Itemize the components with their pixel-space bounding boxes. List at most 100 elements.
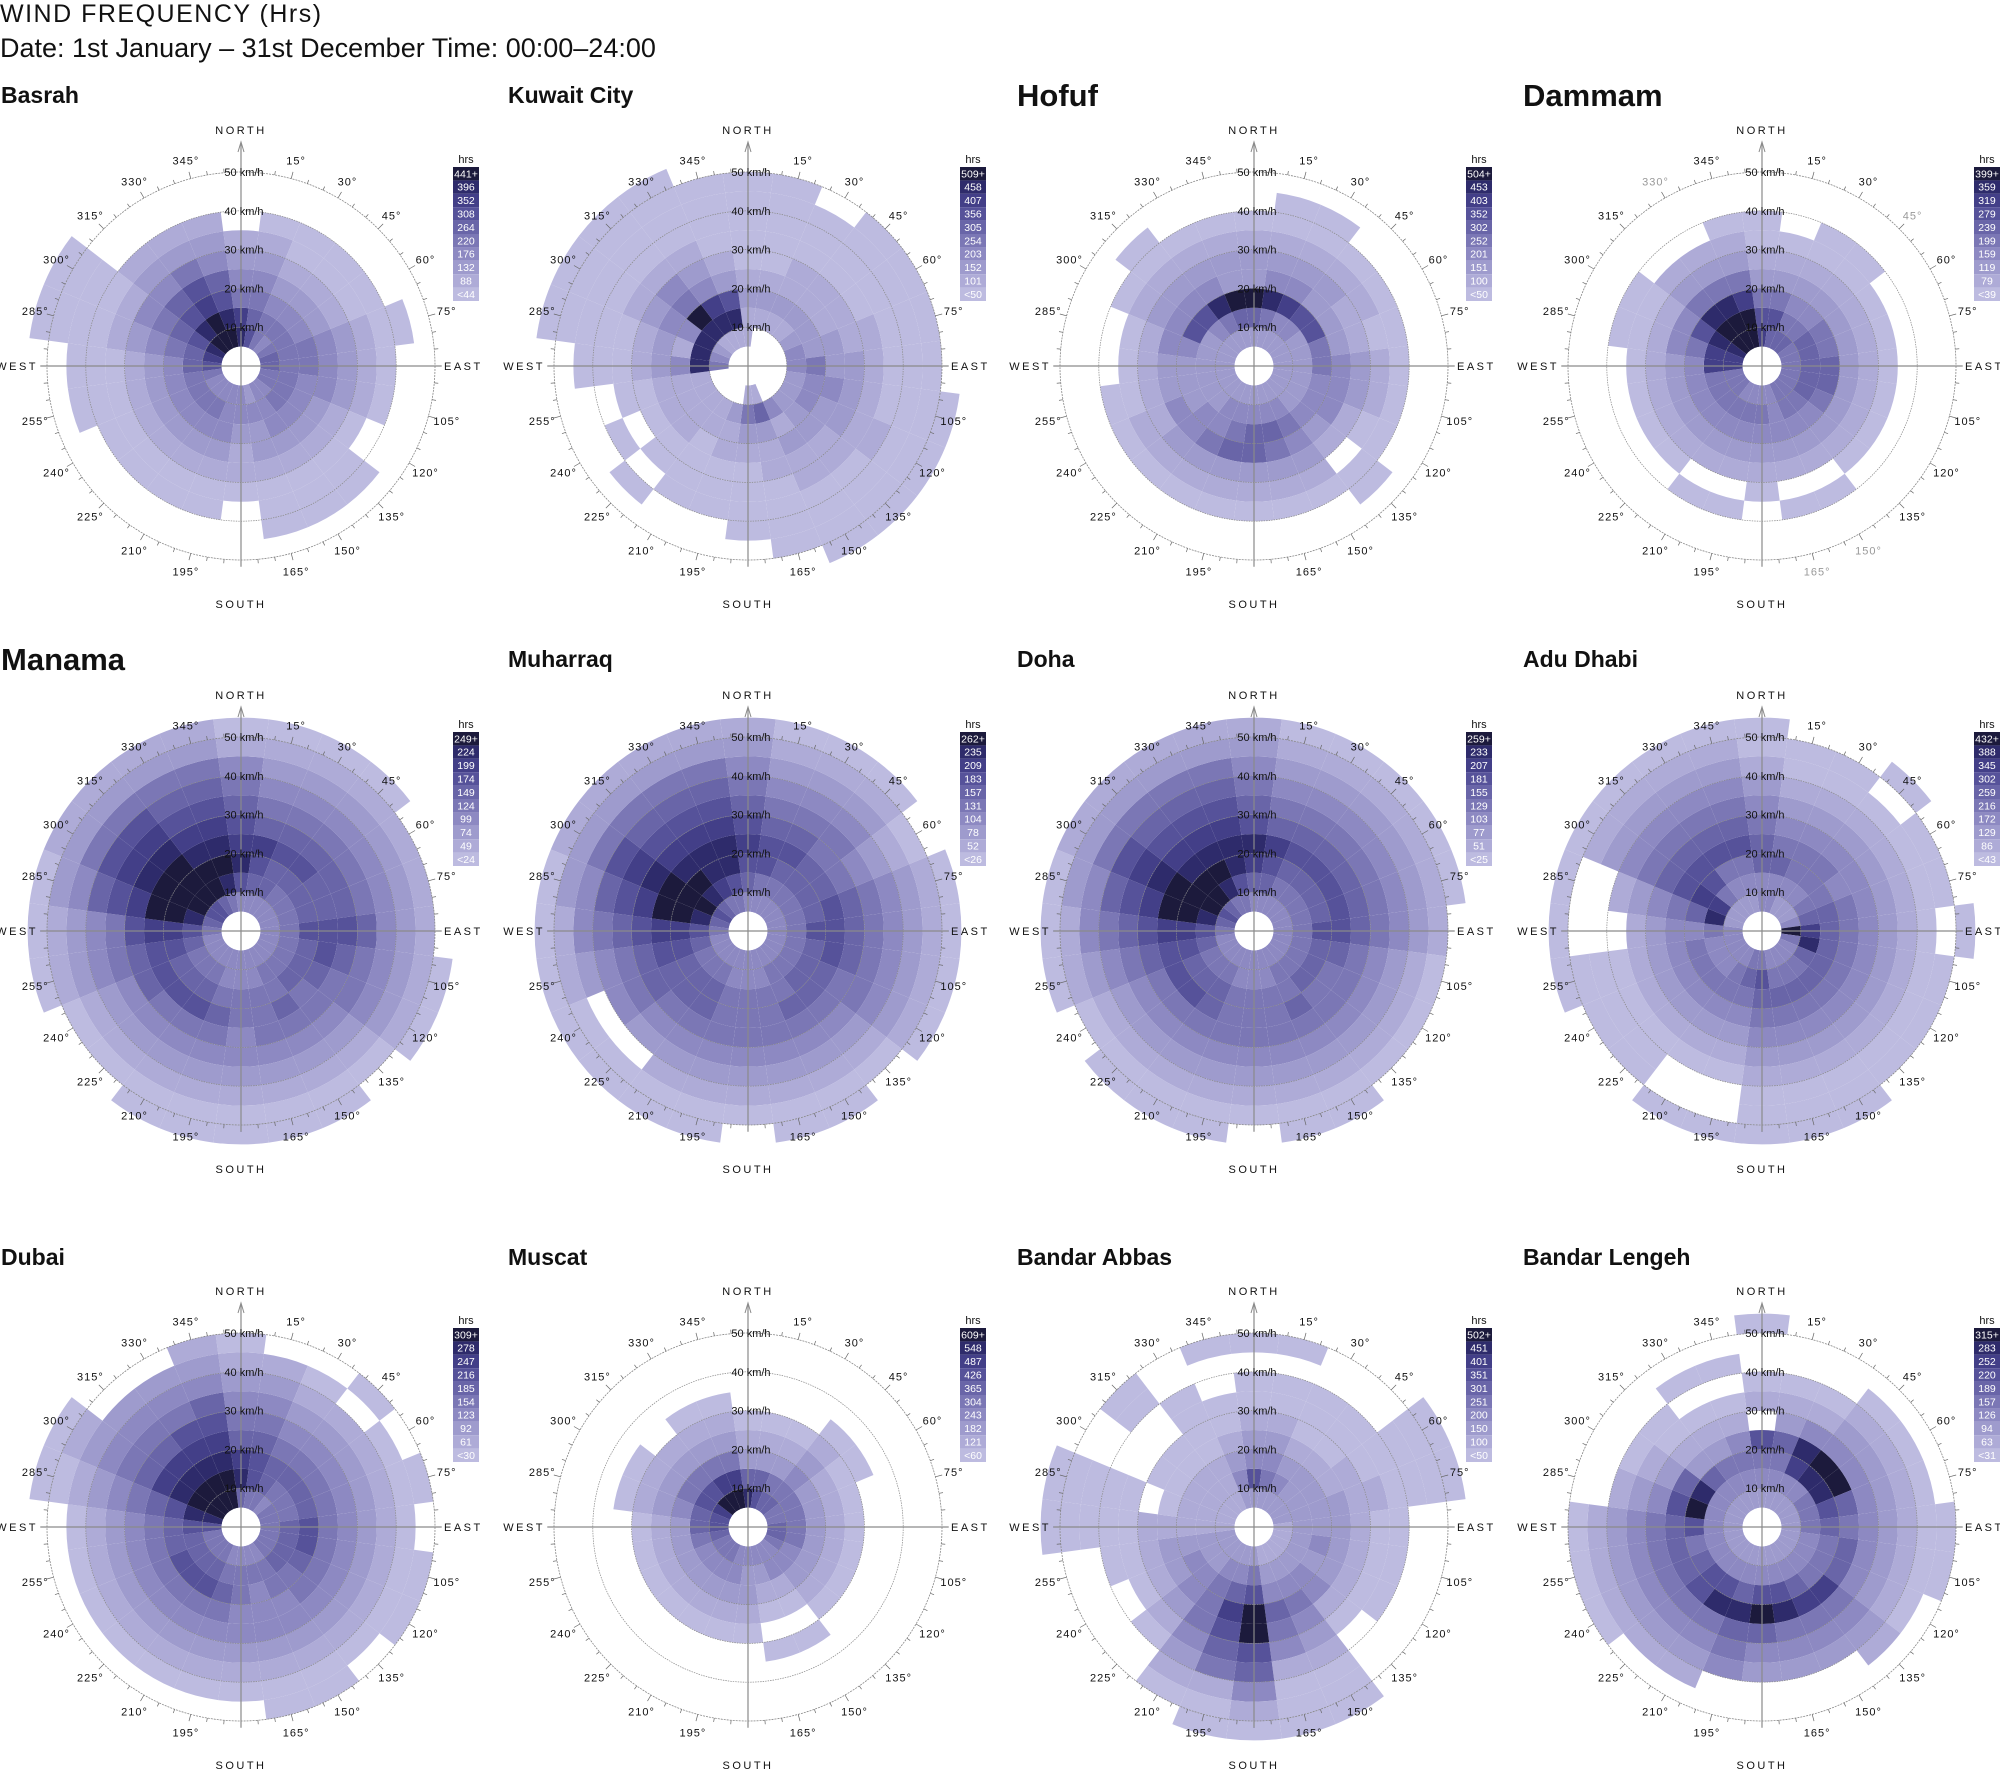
legend-value: 61 xyxy=(460,1437,472,1449)
compass-north-label: NORTH xyxy=(722,1286,773,1298)
legend-value: 220 xyxy=(457,235,475,247)
degree-label: 345° xyxy=(1185,155,1212,167)
degree-tick xyxy=(99,1385,104,1390)
legend-title: hrs xyxy=(458,719,474,731)
degree-label: 210° xyxy=(121,545,148,557)
degree-tick xyxy=(390,491,393,494)
speed-label: 40 km/h xyxy=(224,206,263,218)
degree-tick xyxy=(423,863,427,864)
degree-tick xyxy=(141,534,145,540)
speed-label: 50 km/h xyxy=(731,732,770,744)
degree-tick xyxy=(1938,1609,1942,1611)
legend-title: hrs xyxy=(1979,1315,1995,1327)
degree-tick xyxy=(1859,192,1863,198)
degree-label: 330° xyxy=(1642,177,1669,189)
degree-tick xyxy=(1938,448,1942,450)
legend-value: 207 xyxy=(1470,760,1488,772)
speed-label: 40 km/h xyxy=(1745,1367,1784,1379)
degree-tick xyxy=(1728,1332,1729,1336)
degree-tick xyxy=(714,557,715,561)
degree-tick xyxy=(1859,757,1863,763)
degree-tick xyxy=(1796,171,1797,175)
degree-label: 150° xyxy=(1855,1110,1882,1122)
legend-value: 509+ xyxy=(961,168,985,180)
degree-label: 345° xyxy=(679,155,706,167)
compass-west-label: WEST xyxy=(0,1522,38,1534)
degree-label: 225° xyxy=(1090,512,1117,524)
degree-tick xyxy=(939,332,943,333)
degree-label: 30° xyxy=(1859,1338,1879,1350)
wind-rose-svg: 15°30°45°60°75°105°120°135°150°165°195°2… xyxy=(1502,106,2000,626)
degree-tick xyxy=(291,1333,293,1340)
compass-south-label: SOUTH xyxy=(723,599,774,611)
degree-tick xyxy=(1403,239,1406,242)
degree-tick xyxy=(1102,1400,1105,1403)
wind-rose-svg: 15°30°45°60°75°105°120°135°150°165°195°2… xyxy=(994,1267,1514,1787)
degree-tick xyxy=(1092,1042,1095,1044)
degree-tick xyxy=(897,1400,900,1403)
degree-label: 255° xyxy=(529,1577,556,1589)
degree-tick xyxy=(1576,298,1580,299)
degree-label: 135° xyxy=(1899,512,1926,524)
degree-tick xyxy=(1899,224,1904,229)
legend-value: 432+ xyxy=(1975,733,1999,745)
degree-tick xyxy=(596,491,599,494)
compass-west-label: WEST xyxy=(1517,1522,1559,1534)
degree-label: 150° xyxy=(841,545,868,557)
degree-tick xyxy=(924,282,928,284)
degree-label: 135° xyxy=(1391,1077,1418,1089)
degree-tick xyxy=(417,282,421,284)
degree-tick xyxy=(1413,1638,1416,1640)
legend-title: hrs xyxy=(965,719,981,731)
degree-tick xyxy=(423,432,427,433)
legend-title: hrs xyxy=(458,154,474,166)
legend-value: 154 xyxy=(457,1396,475,1408)
degree-tick xyxy=(1600,1638,1603,1640)
compass-south-label: SOUTH xyxy=(216,1164,267,1176)
legend-value: 396 xyxy=(457,182,475,194)
degree-tick xyxy=(1938,282,1942,284)
degree-label: 15° xyxy=(286,1316,306,1328)
degree-tick xyxy=(207,171,208,175)
degree-tick xyxy=(400,1638,403,1640)
degree-label: 255° xyxy=(1543,981,1570,993)
degree-label: 255° xyxy=(1035,981,1062,993)
legend-value: 548 xyxy=(964,1343,982,1355)
degree-tick xyxy=(1304,553,1306,560)
degree-tick xyxy=(400,252,403,254)
legend-value: 252 xyxy=(1978,1356,1996,1368)
degree-label: 120° xyxy=(1425,1033,1452,1045)
degree-tick xyxy=(1186,180,1187,184)
degree-tick xyxy=(417,1443,421,1445)
degree-tick xyxy=(1921,477,1924,479)
degree-tick xyxy=(798,1714,800,1721)
degree-tick xyxy=(1899,503,1904,508)
degree-tick xyxy=(1938,847,1942,849)
compass-east-label: EAST xyxy=(1965,1522,2000,1534)
degree-tick xyxy=(366,1080,369,1083)
degree-tick xyxy=(1953,1493,1957,1494)
degree-label: 330° xyxy=(628,177,655,189)
degree-tick xyxy=(696,1333,698,1340)
degree-tick xyxy=(782,1332,783,1336)
degree-tick xyxy=(1436,432,1440,433)
degree-tick xyxy=(1059,400,1063,401)
degree-label: 135° xyxy=(885,512,912,524)
compass-north-label: NORTH xyxy=(1736,125,1787,137)
legend-value: 388 xyxy=(1978,747,1996,759)
degree-label: 60° xyxy=(416,1416,436,1428)
degree-tick xyxy=(366,214,369,217)
degree-tick xyxy=(1445,965,1449,966)
degree-tick xyxy=(1112,1385,1117,1390)
degree-tick xyxy=(378,1385,383,1390)
degree-tick xyxy=(378,224,383,229)
degree-label: 30° xyxy=(1351,1338,1371,1350)
degree-label: 240° xyxy=(550,1033,577,1045)
degree-tick xyxy=(352,204,354,207)
degree-label: 195° xyxy=(1185,1132,1212,1144)
rose-cells xyxy=(29,212,414,539)
degree-label: 75° xyxy=(944,306,964,318)
degree-tick xyxy=(1092,1413,1095,1415)
degree-label: 210° xyxy=(628,545,655,557)
degree-label: 15° xyxy=(1299,720,1319,732)
